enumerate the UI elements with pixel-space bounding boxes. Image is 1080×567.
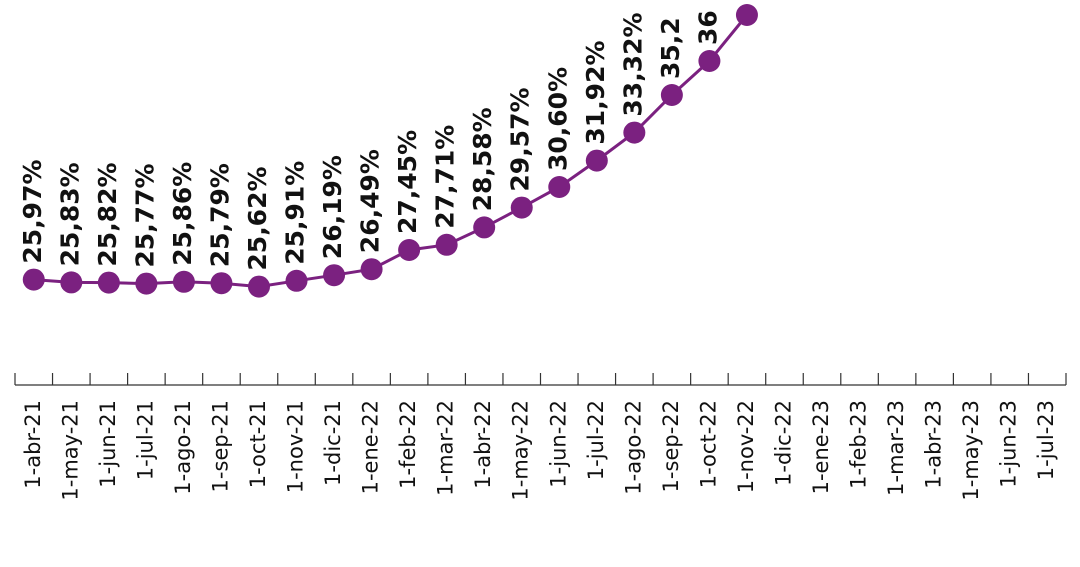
x-tick-label: 1-dic-21 — [321, 400, 345, 486]
x-tick-label: 1-may-23 — [959, 400, 983, 501]
value-label: 25,97% — [18, 159, 47, 263]
point — [210, 272, 233, 295]
x-tick-label: 1-nov-22 — [734, 400, 758, 493]
point — [510, 196, 533, 219]
value-label: 26,49% — [356, 149, 385, 253]
x-tick-label: 1-nov-21 — [284, 400, 308, 493]
value-label: 27,45% — [393, 130, 422, 234]
x-tick-label: 1-jun-22 — [546, 400, 570, 488]
value-label: 29,57% — [506, 87, 535, 191]
x-tick-label: 1-sep-21 — [208, 400, 232, 492]
x-tick-label: 1-jul-21 — [133, 400, 157, 480]
x-tick-label: 1-ago-22 — [621, 400, 645, 495]
value-label: 25,77% — [130, 163, 159, 267]
value-label: 35,2 — [656, 17, 685, 79]
point — [60, 271, 83, 294]
value-label: 31,92% — [581, 40, 610, 144]
value-label: 26,19% — [318, 155, 347, 259]
point — [323, 264, 346, 287]
x-tick-label: 1-mar-22 — [434, 400, 458, 496]
value-label: 30,60% — [543, 67, 572, 171]
value-label: 28,58% — [468, 107, 497, 211]
x-tick-label: 1-jun-21 — [96, 400, 120, 488]
x-tick-label: 1-oct-22 — [696, 400, 720, 488]
point — [735, 4, 758, 26]
point — [585, 149, 608, 172]
x-tick-label: 1-sep-22 — [659, 400, 683, 492]
value-label: 25,79% — [205, 163, 234, 267]
x-tick-label: 1-feb-23 — [847, 400, 871, 489]
value-label: 25,86% — [168, 162, 197, 266]
point — [548, 176, 571, 198]
point — [435, 233, 458, 256]
value-label: 25,82% — [93, 162, 122, 266]
point — [135, 272, 158, 295]
x-tick-label: 1-ago-21 — [171, 400, 195, 495]
x-tick-label: 1-abr-23 — [922, 400, 946, 489]
point — [247, 275, 270, 298]
x-tick-label: 1-jul-22 — [584, 400, 608, 480]
x-tick-label: 1-may-21 — [58, 400, 82, 501]
x-tick-label: 1-ene-22 — [359, 400, 383, 494]
value-label: 33,32% — [618, 12, 647, 116]
point — [660, 84, 683, 106]
point — [623, 121, 646, 144]
point — [285, 269, 308, 292]
x-tick-label: 1-may-22 — [509, 400, 533, 501]
value-label: 25,62% — [243, 166, 272, 270]
x-tick-label: 1-oct-21 — [246, 400, 270, 488]
x-tick-label: 1-feb-22 — [396, 400, 420, 489]
value-label: 27,71% — [431, 125, 460, 229]
point — [22, 268, 45, 291]
point — [398, 239, 421, 261]
x-tick-label: 1-ene-23 — [809, 400, 833, 494]
point — [473, 216, 496, 239]
x-tick-label: 1-abr-22 — [471, 400, 495, 489]
x-tick-label: 1-jul-23 — [1034, 400, 1058, 480]
point — [698, 50, 721, 72]
point — [97, 271, 120, 294]
x-tick-label: 1-mar-23 — [884, 400, 908, 496]
value-label: 36 — [693, 10, 722, 45]
point — [172, 270, 195, 293]
point — [360, 258, 383, 281]
value-label: 25,83% — [55, 162, 84, 266]
value-label: 25,91% — [281, 161, 310, 265]
x-tick-label: 1-dic-22 — [771, 400, 795, 486]
x-tick-label: 1-abr-21 — [21, 400, 45, 489]
x-tick-label: 1-jun-23 — [997, 400, 1021, 488]
